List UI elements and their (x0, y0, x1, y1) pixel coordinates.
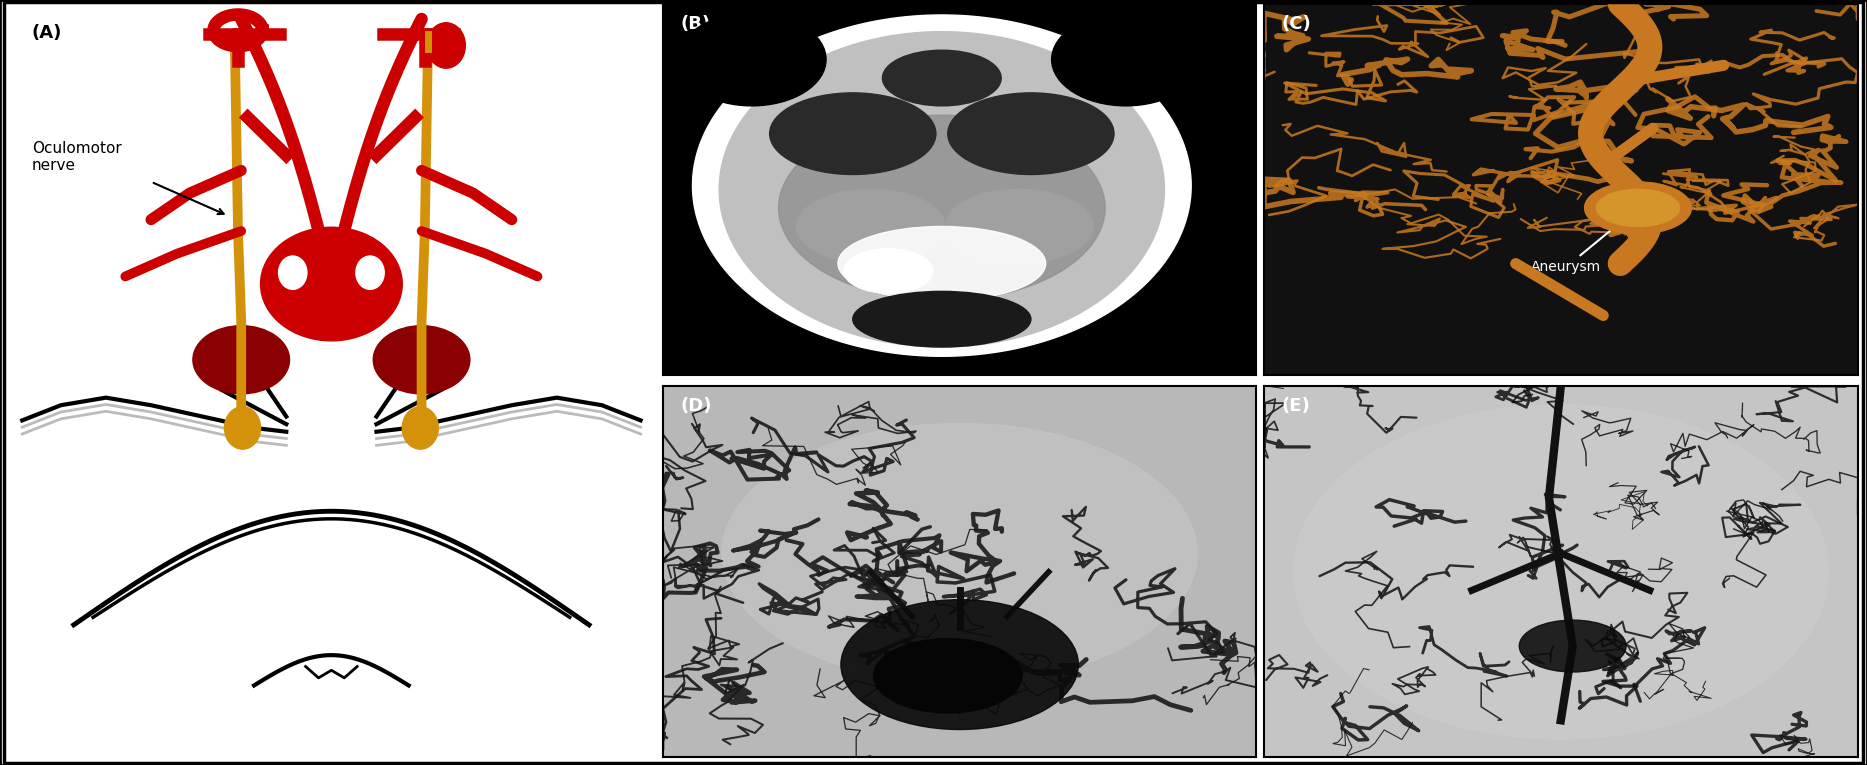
Ellipse shape (883, 50, 1001, 106)
Ellipse shape (838, 226, 1046, 301)
Ellipse shape (1294, 405, 1828, 739)
Ellipse shape (678, 13, 825, 106)
Circle shape (428, 23, 465, 68)
Ellipse shape (874, 639, 1021, 713)
Circle shape (357, 256, 385, 289)
Ellipse shape (945, 190, 1094, 263)
Polygon shape (693, 15, 1191, 356)
Ellipse shape (723, 424, 1197, 683)
Circle shape (278, 256, 306, 289)
Ellipse shape (948, 93, 1115, 174)
Text: Aneurysm: Aneurysm (1531, 211, 1634, 274)
Ellipse shape (261, 227, 401, 341)
Text: (D): (D) (681, 398, 711, 415)
Text: (B): (B) (681, 15, 711, 33)
Circle shape (224, 407, 261, 449)
Ellipse shape (844, 249, 934, 293)
Text: (A): (A) (32, 24, 62, 42)
Ellipse shape (192, 326, 289, 394)
Text: (C): (C) (1283, 15, 1311, 33)
Ellipse shape (1520, 620, 1626, 672)
Ellipse shape (719, 31, 1165, 347)
Ellipse shape (1051, 13, 1200, 106)
Ellipse shape (1585, 182, 1692, 234)
Circle shape (401, 407, 439, 449)
Ellipse shape (373, 326, 470, 394)
Ellipse shape (769, 93, 935, 174)
Ellipse shape (797, 190, 945, 263)
Text: (E): (E) (1283, 398, 1311, 415)
Text: Oculomotor
nerve: Oculomotor nerve (32, 141, 121, 174)
Ellipse shape (779, 116, 1105, 301)
Ellipse shape (840, 600, 1079, 730)
Ellipse shape (853, 291, 1031, 347)
Ellipse shape (1596, 190, 1680, 226)
